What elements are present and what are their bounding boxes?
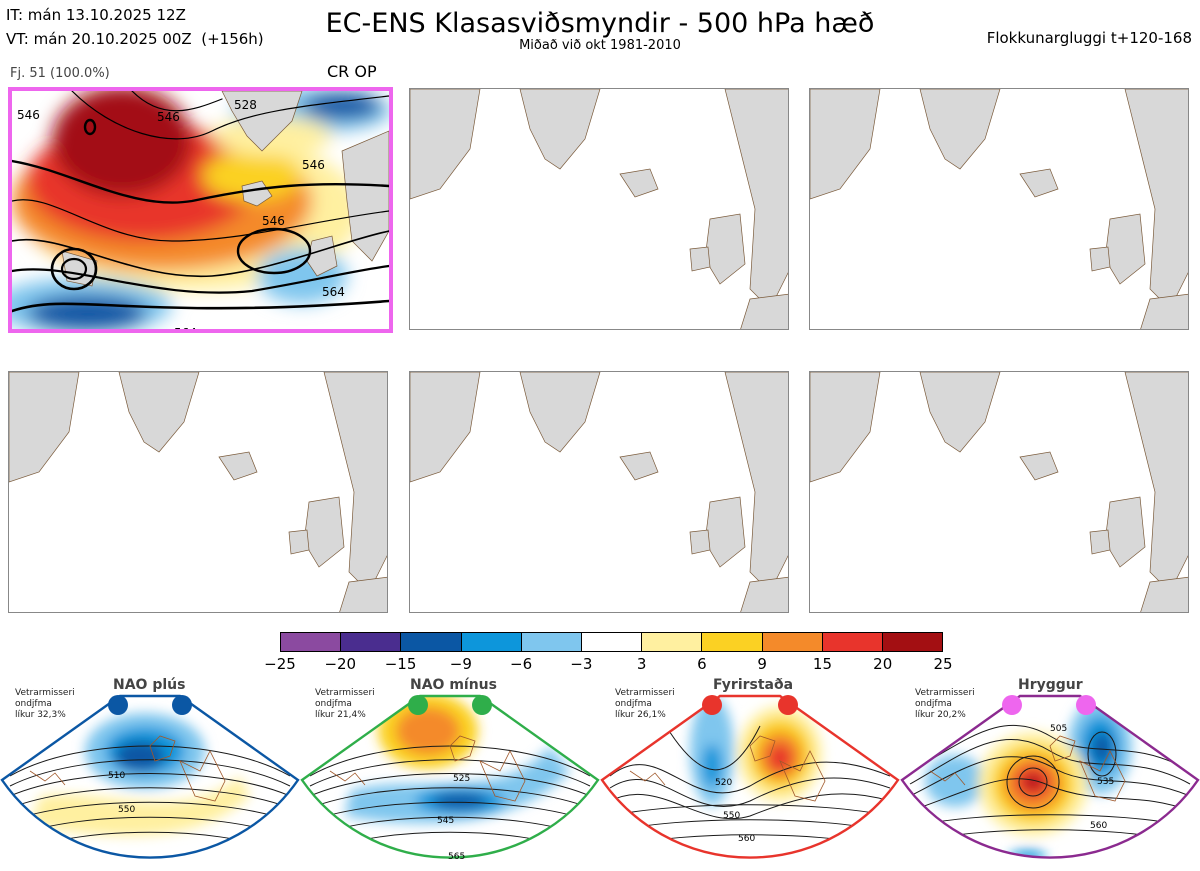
colorbar-segment — [762, 633, 823, 651]
regime-contour-label: 560 — [738, 834, 755, 844]
colorbar-tick-label: −9 — [449, 655, 472, 673]
regime-note-line-2: ondjfma — [915, 699, 952, 709]
colorbar-tick-label: −6 — [510, 655, 533, 673]
regime-contour-label: 545 — [437, 816, 454, 826]
cluster-map-3-graphic — [810, 89, 1188, 329]
contour-label-546-b: 546 — [302, 158, 325, 172]
regime-note: Vetrarmisseri ondjfma líkur 26,1% — [615, 688, 675, 721]
regime-note-line-3: líkur 21,4% — [315, 710, 366, 720]
colorbar-tick-label: −15 — [384, 655, 417, 673]
colorbar-segment — [401, 633, 462, 651]
cluster-map-2[interactable] — [409, 88, 789, 330]
colorbar-tick-label: 25 — [933, 655, 953, 673]
contour-label-564-b: 564 — [174, 326, 197, 329]
colorbar-segment — [281, 633, 342, 651]
height-contours — [12, 91, 389, 313]
regime-note-line-1: Vetrarmisseri — [915, 688, 975, 698]
regime-note-line-1: Vetrarmisseri — [615, 688, 675, 698]
landmass-shapes — [61, 91, 389, 287]
page-subtitle: Miðað við okt 1981-2010 — [519, 38, 681, 53]
regime-note-line-2: ondjfma — [15, 699, 52, 709]
contour-label-546-d: 546 — [157, 110, 180, 124]
colorbar-segment — [581, 633, 643, 651]
contour-label-528: 528 — [234, 98, 257, 112]
regime-note: Vetrarmisseri ondjfma líkur 32,3% — [15, 688, 75, 721]
cluster-map-4-graphic — [9, 372, 387, 612]
regime-note-line-3: líkur 20,2% — [915, 710, 966, 720]
regime-note-line-2: ondjfma — [615, 699, 652, 709]
cluster-count-label: Fj. 51 (100.0%) — [10, 66, 110, 81]
regime-blocking[interactable]: Vetrarmisseri ondjfma líkur 26,1% Fyrirs… — [600, 676, 900, 871]
colorbar-segment — [702, 633, 763, 651]
regime-name: NAO mínus — [410, 677, 497, 693]
colorbar-tick-label: −3 — [570, 655, 593, 673]
regime-contour-label: 565 — [448, 852, 465, 862]
regime-ridge-graphic: 505 535 560 — [900, 694, 1200, 859]
colorbar-tick-label: 9 — [757, 655, 767, 673]
colorbar-tick-label: 3 — [636, 655, 647, 673]
regime-contour-label: 525 — [453, 774, 470, 784]
contour-label-564-a: 564 — [322, 285, 345, 299]
regime-name: Hryggur — [1018, 677, 1083, 693]
regime-contour-label: 510 — [108, 771, 125, 781]
regime-note-line-1: Vetrarmisseri — [15, 688, 75, 698]
cluster-map-1-graphic: 546 528 546 546 564 564 546 — [12, 91, 389, 329]
anomaly-colorbar — [280, 632, 943, 652]
regime-note-line-2: ondjfma — [315, 699, 352, 709]
colorbar-tick-label: −20 — [324, 655, 357, 673]
classification-window: Flokkunargluggi t+120-168 — [986, 29, 1192, 47]
colorbar-segment — [461, 633, 522, 651]
regime-contour-label: 535 — [1097, 777, 1114, 787]
cluster-map-1[interactable]: 546 528 546 546 564 564 546 — [8, 87, 393, 333]
regime-note-line-1: Vetrarmisseri — [315, 688, 375, 698]
contour-label-546-a: 546 — [17, 108, 40, 122]
regime-note: Vetrarmisseri ondjfma líkur 21,4% — [315, 688, 375, 721]
cluster-map-5-graphic — [410, 372, 788, 612]
cluster-map-6[interactable] — [809, 371, 1189, 613]
cluster-map-6-graphic — [810, 372, 1188, 612]
regime-contour-label: 520 — [715, 778, 732, 788]
regime-name: Fyrirstaða — [713, 677, 794, 693]
cluster-regime-tag: CR OP — [327, 62, 377, 81]
colorbar-segment — [521, 633, 582, 651]
cluster-map-4[interactable] — [8, 371, 388, 613]
regime-contour-label: 505 — [1050, 724, 1067, 734]
regime-note-line-3: líkur 32,3% — [15, 710, 66, 720]
contour-label-546-c: 546 — [262, 214, 285, 228]
regime-name: NAO plús — [113, 677, 186, 693]
regime-nao-plus[interactable]: Vetrarmisseri ondjfma líkur 32,3% NAO pl… — [0, 676, 300, 871]
regime-contour-label: 550 — [723, 811, 740, 821]
regime-nao-minus-graphic: 525 545 565 — [300, 694, 600, 862]
regime-nao-minus[interactable]: Vetrarmisseri ondjfma líkur 21,4% NAO mí… — [300, 676, 600, 871]
colorbar-segment — [341, 633, 402, 651]
cluster-map-5[interactable] — [409, 371, 789, 613]
regime-blocking-graphic: 520 550 560 — [600, 694, 900, 859]
cluster-map-3[interactable] — [809, 88, 1189, 330]
colorbar-tick-label: 15 — [812, 655, 832, 673]
colorbar-segment — [882, 633, 943, 651]
colorbar-tick-label: 6 — [697, 655, 707, 673]
regime-contour-label: 550 — [118, 805, 135, 815]
cluster-map-2-graphic — [410, 89, 788, 329]
contour-labels: 546 528 546 546 564 564 546 — [17, 98, 345, 329]
regime-ridge[interactable]: Vetrarmisseri ondjfma líkur 20,2% Hryggu… — [900, 676, 1200, 871]
regime-contour-label: 560 — [1090, 821, 1107, 831]
colorbar-tick-label: −25 — [264, 655, 296, 673]
regime-note-line-3: líkur 26,1% — [615, 710, 666, 720]
page-title: EC-ENS Klasasviðsmyndir - 500 hPa hæð — [325, 8, 875, 39]
colorbar-segment — [822, 633, 883, 651]
regime-note: Vetrarmisseri ondjfma líkur 20,2% — [915, 688, 975, 721]
issue-time: IT: mán 13.10.2025 12Z — [6, 6, 186, 24]
colorbar-tick-label: 20 — [873, 655, 893, 673]
valid-time: VT: mán 20.10.2025 00Z (+156h) — [6, 30, 264, 48]
regime-nao-plus-graphic: 510 550 — [0, 694, 300, 859]
colorbar-segment — [642, 633, 703, 651]
